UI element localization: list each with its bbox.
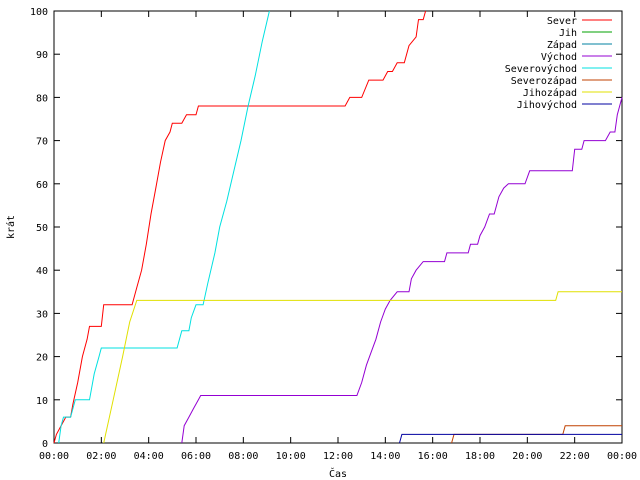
x-tick-label: 16:00	[418, 451, 448, 462]
series-line-jihozapad	[103, 291, 622, 444]
series-line-severovychod	[58, 10, 270, 444]
y-tick-label: 10	[36, 396, 48, 407]
y-tick-label: 30	[36, 309, 48, 320]
legend-label: Severovýchod	[505, 63, 577, 75]
x-tick-label: 02:00	[86, 451, 116, 462]
x-tick-label: 04:00	[134, 451, 164, 462]
legend-label: Severozápad	[511, 75, 577, 87]
x-axis-ticks: 00:00 02:00 04:00 06:00 08:00 10:00 12:00 14:00…	[39, 11, 637, 462]
x-tick-label: 22:00	[560, 451, 590, 462]
x-tick-label: 08:00	[228, 451, 258, 462]
y-tick-label: 70	[36, 137, 48, 148]
y-tick-label: 50	[36, 223, 48, 234]
y-axis-label: krát	[5, 215, 17, 239]
series-line-vychod	[181, 97, 623, 444]
legend-label: Sever	[547, 16, 577, 27]
x-tick-label: 10:00	[276, 451, 306, 462]
y-tick-label: 20	[36, 353, 48, 364]
legend-label: Jih	[559, 28, 577, 39]
series-line-sever	[53, 10, 427, 444]
x-tick-label: 00:00	[607, 451, 637, 462]
y-tick-label: 90	[36, 50, 48, 61]
x-tick-label: 14:00	[370, 451, 400, 462]
x-tick-label: 00:00	[39, 451, 69, 462]
series-line-jihovychod	[399, 433, 622, 444]
x-tick-label: 18:00	[465, 451, 495, 462]
legend-label: Východ	[541, 51, 577, 63]
y-tick-label: 0	[42, 439, 48, 450]
x-tick-label: 12:00	[323, 451, 353, 462]
legend: SeverJihZápadVýchodSeverovýchodSeverozáp…	[505, 16, 612, 111]
legend-label: Jihovýchod	[517, 99, 577, 111]
y-tick-label: 80	[36, 93, 48, 104]
x-tick-label: 06:00	[181, 451, 211, 462]
y-tick-label: 40	[36, 266, 48, 277]
y-tick-label: 100	[30, 7, 48, 18]
x-axis-label: Čas	[329, 467, 347, 480]
y-axis-ticks: 0 10 20 30 40 50 60 70 80 90 100	[30, 7, 622, 450]
legend-label: Jihozápad	[523, 87, 577, 99]
series-lines	[53, 10, 623, 444]
legend-label: Západ	[547, 39, 577, 51]
x-tick-label: 20:00	[512, 451, 542, 462]
y-tick-label: 60	[36, 180, 48, 191]
